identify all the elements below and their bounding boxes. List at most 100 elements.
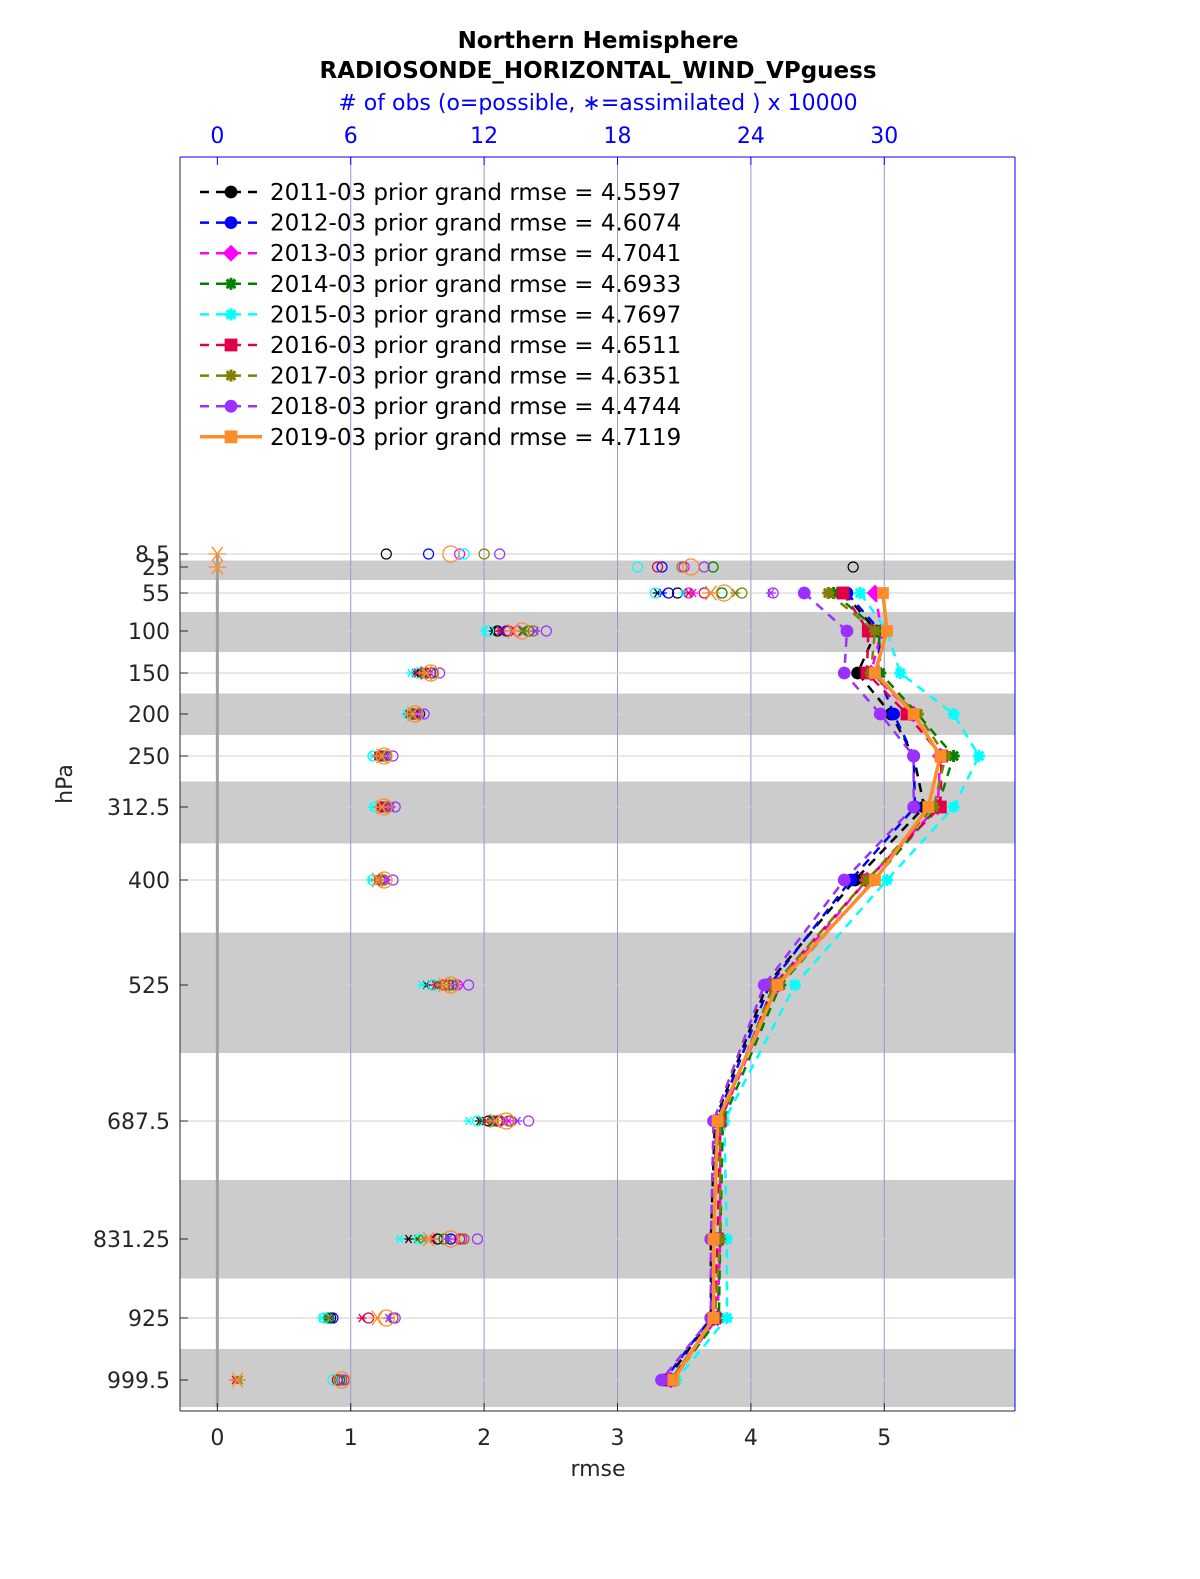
obs-assimilated-marker xyxy=(417,665,436,681)
pressure-band xyxy=(180,560,1015,580)
y-tick-label: 925 xyxy=(128,1307,170,1332)
top-tick-label: 0 xyxy=(210,124,224,149)
data-point xyxy=(771,979,784,991)
obs-possible-marker xyxy=(522,1115,535,1127)
data-point xyxy=(894,666,907,680)
obs-assimilated-marker xyxy=(701,585,720,601)
obs-assimilated-marker xyxy=(368,1310,387,1326)
obs-possible-marker xyxy=(682,558,700,576)
y-tick-label: 525 xyxy=(128,974,170,999)
legend-entry: 2012-03 prior grand rmse = 4.6074 xyxy=(270,211,681,237)
obs-possible-marker xyxy=(454,1233,466,1245)
pressure-band xyxy=(180,781,1015,844)
obs-assimilated-marker xyxy=(394,1234,405,1244)
data-point xyxy=(797,586,811,600)
plot-background xyxy=(180,157,1015,1411)
legend-entry: 2014-03 prior grand rmse = 4.6933 xyxy=(270,272,681,298)
obs-possible-marker xyxy=(847,561,859,573)
data-point xyxy=(711,1115,724,1127)
x-tick-label: 1 xyxy=(344,1426,358,1451)
data-point xyxy=(868,624,881,638)
pressure-band xyxy=(180,1349,1015,1407)
x-axis-label: rmse xyxy=(570,1457,625,1482)
data-point xyxy=(869,874,881,886)
y-tick-label: 55 xyxy=(142,582,170,607)
obs-assimilated-marker xyxy=(486,1113,505,1129)
obs-possible-marker xyxy=(540,625,552,637)
y-axis-label: hPa xyxy=(53,764,78,804)
obs-assimilated-marker xyxy=(419,1231,438,1247)
pressure-band xyxy=(180,1180,1015,1279)
data-point xyxy=(707,1233,720,1245)
data-point xyxy=(854,586,867,600)
data-point xyxy=(922,801,935,813)
obs-assimilated-marker xyxy=(435,977,454,993)
x-tick-label: 3 xyxy=(611,1426,625,1451)
obs-assimilated-marker xyxy=(208,546,227,562)
series-line xyxy=(675,592,981,1381)
data-point xyxy=(907,708,920,720)
obs-possible-marker xyxy=(380,548,392,560)
x-tick-label: 0 xyxy=(210,1426,224,1451)
series-line xyxy=(660,592,915,1381)
obs-possible-marker xyxy=(651,561,664,573)
data-point xyxy=(873,707,887,721)
obs-possible-marker xyxy=(494,548,506,560)
top-tick-label: 12 xyxy=(470,124,498,149)
obs-assimilated-marker xyxy=(443,1234,454,1244)
legend-marker xyxy=(224,430,238,444)
data-point xyxy=(840,624,854,638)
data-point xyxy=(837,666,851,680)
obs-assimilated-marker xyxy=(323,1313,334,1323)
data-point xyxy=(714,1232,727,1246)
obs-assimilated-marker xyxy=(683,588,694,598)
data-point xyxy=(655,1373,668,1387)
y-tick-label: 831.25 xyxy=(93,1228,170,1253)
obs-possible-marker xyxy=(649,587,661,599)
legend-marker xyxy=(224,216,238,230)
obs-possible-marker xyxy=(462,979,475,991)
data-point xyxy=(907,749,921,763)
data-point xyxy=(880,873,893,887)
data-point xyxy=(822,586,835,600)
chart-title: Northern Hemisphere xyxy=(458,28,739,54)
obs-assimilated-marker xyxy=(372,748,391,764)
obs-assimilated-marker xyxy=(403,706,422,722)
x-tick-label: 2 xyxy=(477,1426,491,1451)
obs-possible-marker xyxy=(327,1374,339,1386)
legend-marker xyxy=(224,399,238,413)
legend-entry: 2019-03 prior grand rmse = 4.7119 xyxy=(270,425,681,451)
top-tick-label: 24 xyxy=(737,124,765,149)
data-point xyxy=(887,707,901,721)
legend-marker xyxy=(224,308,238,321)
data-point xyxy=(881,625,893,637)
obs-possible-marker xyxy=(333,1371,351,1389)
obs-assimilated-marker xyxy=(372,799,391,815)
data-point xyxy=(707,1312,720,1324)
legend-marker xyxy=(224,369,238,382)
x-tick-label: 4 xyxy=(744,1426,758,1451)
obs-assimilated-marker xyxy=(765,588,776,598)
x-tick-label: 5 xyxy=(877,1426,891,1451)
data-point xyxy=(720,1311,733,1325)
top-axis-label: # of obs (o=possible, ∗=assimilated ) x … xyxy=(338,91,857,116)
y-tick-label: 200 xyxy=(128,703,170,728)
legend-entry: 2011-03 prior grand rmse = 4.5597 xyxy=(270,180,681,206)
data-point xyxy=(788,978,801,992)
obs-assimilated-marker xyxy=(504,623,523,639)
y-tick-label: 25 xyxy=(142,556,170,581)
y-tick-label: 999.5 xyxy=(107,1369,170,1394)
top-tick-label: 30 xyxy=(870,124,898,149)
obs-assimilated-marker xyxy=(452,980,463,990)
data-point xyxy=(757,978,771,992)
obs-possible-marker xyxy=(631,561,644,573)
obs-assimilated-marker xyxy=(368,872,387,888)
legend-entry: 2018-03 prior grand rmse = 4.4744 xyxy=(270,394,681,420)
obs-assimilated-marker xyxy=(356,1313,367,1323)
series-line xyxy=(669,592,943,1381)
series-line xyxy=(665,592,926,1381)
obs-assimilated-marker xyxy=(208,559,227,575)
legend-marker xyxy=(222,244,240,262)
